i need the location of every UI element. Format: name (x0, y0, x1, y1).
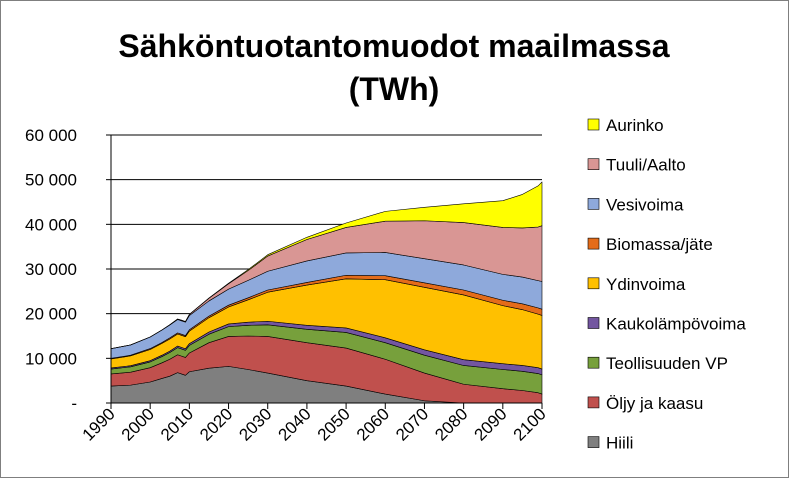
x-tick-label: 2040 (275, 404, 315, 444)
legend-swatch-oljy-ja-kaasu (587, 396, 600, 409)
y-tick-label: 40 000 (25, 215, 77, 234)
legend: Aurinko Tuuli/Aalto Vesivoima Biomassa/jäte… (587, 116, 746, 453)
legend-swatch-kaukolampovoima (587, 317, 600, 329)
legend-swatch-tuuli-aalto (587, 158, 600, 170)
x-tick-label: 2100 (510, 404, 550, 444)
legend-label-biomassa-jate: Biomassa/jäte (606, 235, 713, 254)
x-tick-label: 2000 (118, 404, 158, 444)
y-tick-label: 30 000 (25, 260, 77, 279)
legend-label-oljy-ja-kaasu: Öljy ja kaasu (606, 394, 703, 413)
legend-label-hiili: Hiili (606, 434, 633, 453)
legend-swatch-ydinvoima (587, 277, 600, 290)
y-tick-label: 60 000 (25, 126, 77, 145)
legend-swatch-hiili (587, 436, 600, 448)
y-tick-label: 10 000 (25, 349, 77, 368)
x-tick-label: 2060 (353, 404, 393, 444)
x-tick-label: 2070 (392, 404, 432, 444)
legend-swatch-vesivoima (587, 198, 600, 210)
y-tick-label: - (71, 394, 77, 413)
y-tick-label: 20 000 (25, 305, 77, 324)
x-tick-label: 1990 (79, 404, 119, 444)
legend-label-vesivoima: Vesivoima (606, 195, 684, 214)
legend-label-aurinko: Aurinko (606, 116, 664, 135)
y-axis-tick-labels: - 10 000 20 000 30 000 40 000 50 000 60 000 (25, 126, 77, 413)
legend-label-teollisuuden-vp: Teollisuuden VP (606, 354, 728, 373)
axes (106, 134, 543, 409)
area-series-aurinko (110, 181, 543, 350)
chart-title-line-1: Sähköntuotantomuodot maailmassa (118, 28, 669, 64)
x-tick-label: 2090 (470, 404, 510, 444)
legend-swatch-aurinko (587, 118, 600, 131)
x-tick-label: 2050 (314, 404, 354, 444)
legend-swatch-teollisuuden-vp (587, 356, 600, 369)
chart-title-line-2: (TWh) (349, 71, 440, 107)
legend-label-ydinvoima: Ydinvoima (606, 275, 686, 294)
x-tick-label: 2080 (431, 404, 471, 444)
legend-swatch-biomassa-jate (587, 237, 600, 250)
x-axis-tick-labels: 1990200020102020203020402050206020702080… (79, 404, 550, 444)
y-tick-label: 50 000 (25, 171, 77, 190)
x-tick-label: 2010 (157, 404, 197, 444)
legend-label-kaukolampovoima: Kaukolämpövoima (606, 315, 746, 334)
x-tick-label: 2020 (196, 404, 236, 444)
x-tick-label: 2030 (235, 404, 275, 444)
legend-label-tuuli-aalto: Tuuli/Aalto (606, 156, 686, 175)
